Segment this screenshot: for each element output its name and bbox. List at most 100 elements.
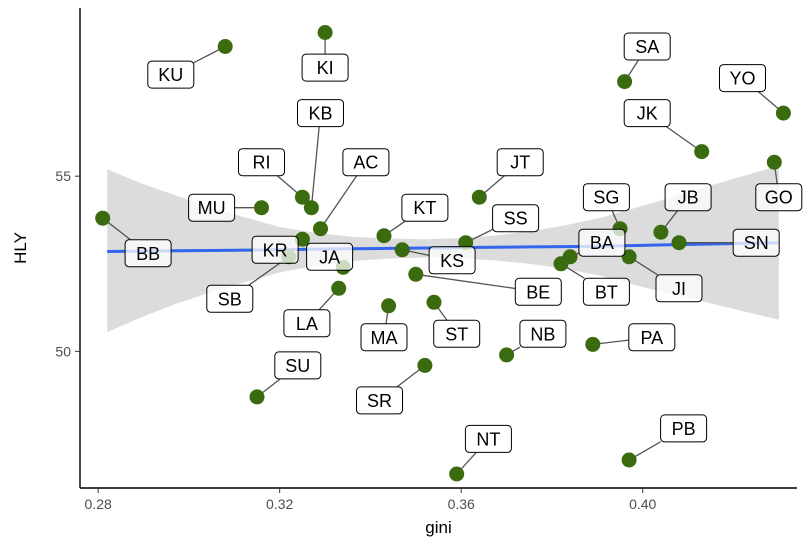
point-label-jb: JB	[664, 183, 712, 212]
point-label-kb: KB	[297, 99, 344, 128]
data-point-jt	[471, 189, 487, 205]
label-text: PA	[640, 328, 663, 348]
point-label-layer: KU KI SA YO KB JK RI AC JT GO MU SG JB KT SS BB KR BA SN JA…	[124, 32, 803, 453]
data-point-sa	[617, 74, 633, 90]
label-box	[206, 284, 254, 313]
label-text: SB	[218, 289, 242, 309]
label-box	[582, 183, 630, 212]
point-label-ku: KU	[147, 60, 195, 89]
label-text: YO	[729, 69, 755, 89]
label-text: KT	[413, 198, 436, 218]
data-point-sr	[417, 357, 433, 373]
label-box	[496, 148, 544, 177]
label-box	[655, 274, 703, 303]
label-text: SR	[367, 391, 392, 411]
label-box	[428, 246, 476, 275]
x-tick-label: 0.28	[85, 496, 112, 512]
point-label-jt: JT	[496, 148, 544, 177]
point-label-jk: JK	[623, 99, 671, 128]
data-point-yo	[775, 105, 791, 121]
label-text: KS	[440, 251, 464, 271]
data-point-mu	[254, 200, 269, 216]
label-box	[301, 53, 349, 82]
point-label-ri: RI	[238, 148, 285, 177]
label-box	[664, 183, 712, 212]
data-point-bt	[553, 256, 569, 272]
label-box	[464, 424, 512, 453]
label-text: NT	[476, 429, 500, 449]
label-box	[623, 32, 671, 61]
data-point-ki	[317, 25, 333, 40]
data-point-la	[331, 280, 347, 296]
label-text: JI	[672, 279, 686, 299]
point-label-bb: BB	[124, 239, 172, 268]
label-box	[514, 277, 562, 306]
data-point-st	[426, 294, 442, 310]
label-text: JK	[637, 104, 658, 124]
leader-line-kb	[310, 126, 320, 208]
point-label-sn: SN	[732, 228, 780, 257]
x-axis-title: gini	[425, 518, 451, 537]
label-text: LA	[296, 314, 318, 334]
data-point-nt	[449, 466, 465, 482]
label-box	[188, 193, 236, 222]
data-point-nb	[499, 347, 515, 363]
data-point-su	[249, 389, 265, 405]
label-text: BA	[590, 233, 614, 253]
label-box	[660, 414, 708, 443]
data-point-sn	[671, 235, 687, 251]
data-point-jb	[653, 224, 669, 240]
label-box	[356, 386, 403, 415]
data-point-bb	[95, 210, 111, 226]
label-box	[519, 319, 567, 348]
label-text: SN	[744, 233, 769, 253]
point-label-yo: YO	[719, 64, 766, 93]
point-label-ja: JA	[306, 242, 354, 271]
data-point-pa	[585, 336, 601, 352]
data-point-go	[766, 154, 782, 170]
leader-line-be	[415, 273, 516, 290]
label-box	[732, 228, 780, 257]
label-text: BB	[136, 244, 160, 264]
label-text: RI	[253, 153, 271, 173]
data-point-ac	[313, 221, 328, 237]
point-label-ji: JI	[655, 274, 703, 303]
data-point-ma	[381, 298, 397, 314]
data-point-kb	[303, 200, 319, 216]
label-text: PB	[672, 419, 696, 439]
point-label-kt: KT	[401, 193, 449, 222]
label-box	[274, 351, 322, 380]
data-point-kr	[294, 231, 310, 247]
data-point-ks	[394, 242, 410, 258]
point-label-la: LA	[283, 309, 331, 338]
leader-line-ac	[319, 175, 358, 230]
point-label-nb: NB	[519, 319, 567, 348]
point-label-sa: SA	[623, 32, 671, 61]
label-box	[238, 148, 285, 177]
label-text: KB	[308, 104, 332, 124]
point-label-bt: BT	[582, 277, 630, 306]
y-axis-title: HLY	[11, 232, 30, 264]
point-label-mu: MU	[188, 193, 236, 222]
label-text: MA	[371, 328, 398, 348]
label-box	[755, 183, 803, 212]
label-text: KI	[317, 58, 334, 78]
label-box	[147, 60, 195, 89]
label-text: SA	[635, 37, 659, 57]
label-text: GO	[765, 188, 793, 208]
point-label-st: ST	[433, 319, 481, 348]
point-label-su: SU	[274, 351, 322, 380]
label-text: BE	[526, 282, 550, 302]
label-text: SG	[593, 188, 619, 208]
label-box	[360, 323, 408, 352]
x-tick-label: 0.32	[266, 496, 293, 512]
label-box	[283, 309, 331, 338]
point-label-ac: AC	[342, 148, 390, 177]
label-box	[719, 64, 766, 93]
label-box	[342, 148, 390, 177]
label-text: KU	[158, 65, 183, 85]
y-tick-label: 55	[55, 168, 71, 184]
x-axis-ticks: 0.28 0.32 0.36 0.40	[85, 488, 657, 512]
data-point-ri	[294, 189, 310, 205]
